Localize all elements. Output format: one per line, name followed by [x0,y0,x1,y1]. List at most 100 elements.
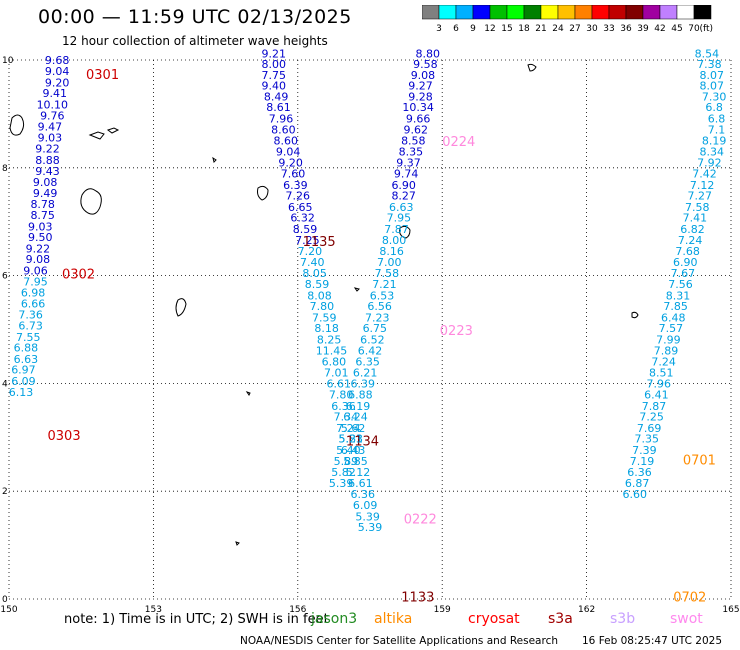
wave-height-value: 5.81 [338,433,363,446]
wave-height-value: 5.62 [341,422,366,435]
x-tick-label: 162 [578,605,595,615]
wave-height-value: 8.49 [264,90,289,103]
x-tick-label: 156 [289,605,306,615]
track-time-label: 1134 [346,434,379,449]
track-0224: 8.809.589.089.279.2810.349.669.628.588.3… [391,47,475,202]
x-tick-label: 165 [722,605,739,615]
wave-height-value: 7.27 [687,190,712,203]
wave-height-value: 7.23 [365,311,390,324]
wave-height-value: 8.60 [274,135,299,148]
track-0302: 8.889.439.089.498.788.759.039.509.229.08… [23,154,95,282]
y-tick-label: 2 [2,487,8,497]
wave-height-value: 7.01 [324,366,349,379]
legend-tick-label: 15 [501,24,512,34]
wave-height-value: 6.53 [370,289,395,302]
legend-tick-label: 9 [470,24,476,34]
wave-height-value: 6.82 [680,223,705,236]
wave-height-value: 6.24 [343,411,368,424]
wave-height-value: 7.80 [329,388,354,401]
wave-height-value: 7.36 [18,309,43,322]
legend-tick-label: 12 [484,24,495,34]
wave-height-value: 6.88 [348,388,373,401]
wave-height-value: 8.00 [261,58,286,71]
island-outline [527,63,537,72]
footer-note: note: 1) Time is in UTC; 2) SWH is in fe… [64,612,329,627]
wave-height-value: 6.61 [348,477,373,490]
wave-height-value: 7.24 [651,356,676,369]
coastline-outlines [9,63,639,546]
legend-tick-label: 24 [552,24,564,34]
wave-height-value: 9.47 [38,121,63,134]
wave-height-value: 7.87 [642,400,667,413]
legend-tick-label: 30 [586,24,598,34]
wave-height-value: 8.58 [401,135,426,148]
wave-height-value: 6.39 [351,378,376,391]
wave-height-value: 7.1 [708,123,726,136]
wave-height-value: 7.92 [697,157,722,170]
wave-height-value: 7.55 [16,331,41,344]
credit-line: NOAA/NESDIS Center for Satellite Applica… [240,635,558,647]
wave-height-value: 6.87 [625,477,650,490]
wave-height-value: 7.96 [647,378,672,391]
satellite-swot: swot [670,611,703,627]
wave-height-value: 6.88 [14,342,39,355]
wave-height-value: 6.73 [18,320,43,333]
wave-height-value: 9.28 [408,90,433,103]
wave-height-value: 9.04 [276,145,301,158]
wave-height-value: 5.39 [329,477,354,490]
wave-height-value: 7.60 [281,168,306,181]
wave-height-value: 9.68 [45,54,70,67]
wave-height-value: 7.24 [336,422,361,435]
wave-height-value: 8.60 [271,123,296,136]
wave-height-value: 6.56 [367,300,392,313]
wave-height-value: 9.62 [403,123,428,136]
wave-height-value: 7.75 [261,69,286,82]
axis-ticks: 150 153 156 159 162 165 0 2 4 6 8 10 [0,56,739,615]
wave-height-value: 7.68 [675,245,700,258]
wave-height-value: 7.34 [334,411,359,424]
track-time-label: 0302 [62,267,95,282]
satellite-legend: jason3 altika cryosat s3a s3b swot [0,611,740,631]
wave-height-value: 8.25 [317,334,342,347]
wave-height-value: 7.40 [300,256,325,269]
island-outline [88,127,120,140]
wave-height-value: 9.74 [394,168,419,181]
wave-height-value: 5.39 [358,521,383,534]
island-outline [80,188,102,215]
wave-height-value: 10.34 [402,101,434,114]
wave-height-value: 8.54 [695,47,720,60]
wave-height-value: 6.35 [355,356,380,369]
wave-height-value: 6.63 [14,353,39,366]
wave-height-value: 6.75 [363,322,388,335]
legend-tick-label: 33 [603,24,614,34]
y-tick-label: 4 [2,379,8,389]
wave-height-value: 9.50 [28,231,53,244]
wave-height-value: 9.08 [26,253,51,266]
track-time-label: 0303 [48,429,81,444]
island-outline [175,298,187,317]
wave-height-value: 6.66 [21,297,46,310]
wave-height-value: 6.36 [351,488,376,501]
wave-height-value: 8.61 [266,101,291,114]
wave-height-value: 8.19 [702,135,727,148]
grid-lines [8,59,732,600]
wave-height-value: 6.80 [322,356,347,369]
generated-timestamp: 16 Feb 08:25:47 UTC 2025 [582,635,722,647]
wave-height-value: 6.19 [346,400,371,413]
wave-height-value: 7.20 [298,245,323,258]
wave-height-value: 9.43 [35,165,60,178]
satellite-cryosat: cryosat [468,611,520,627]
wave-height-value: 7.59 [312,311,337,324]
wave-height-value: 9.66 [406,113,431,126]
wave-height-value: 6.65 [288,201,313,214]
wave-height-value: 7.26 [286,190,311,203]
wave-height-value: 9.20 [45,76,70,89]
wave-height-value: 7.25 [295,234,320,247]
wave-height-value: 8.75 [30,209,55,222]
wave-height-value: 6.09 [353,499,378,512]
track-0303: 7.956.986.667.366.737.556.886.636.976.09… [9,275,81,444]
chart-title: 00:00 — 11:59 UTC 02/13/2025 [38,6,352,28]
wave-height-value: 8.16 [379,245,404,258]
x-tick-label: 159 [434,605,451,615]
legend-tick-label: 18 [518,24,530,34]
